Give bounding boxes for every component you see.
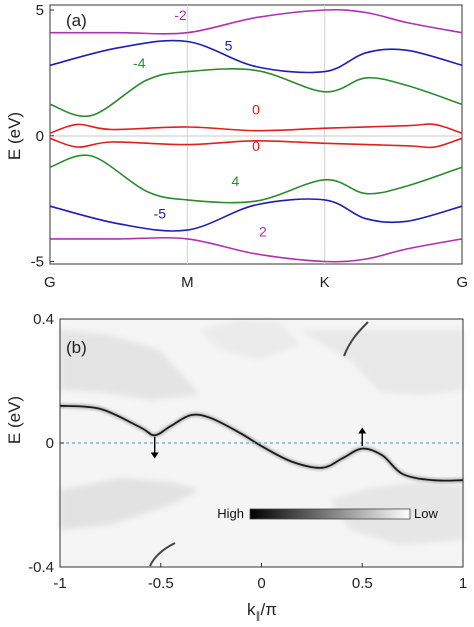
panel-a-x-tick-label-3: K xyxy=(320,274,330,291)
colorbar-high-label: High xyxy=(217,506,244,521)
band-line-2 xyxy=(49,39,463,74)
panel-b-y-tick-label-1: -0.4 xyxy=(28,559,54,576)
bulk-tail-bottom-left xyxy=(149,542,176,567)
panel-b-x-tick-label-5: 1 xyxy=(459,575,467,592)
panel-a-band-labels: -2 5 -4 0 0 4 -5 2 xyxy=(133,7,267,239)
panel-b-colorbar: High Low xyxy=(217,506,438,521)
arrow-up-head xyxy=(358,427,367,434)
band-label-4: 0 xyxy=(252,101,260,117)
panel-a-y-tick-label-3: 5 xyxy=(36,2,44,19)
band-label-6: 4 xyxy=(232,173,240,189)
band-line-6 xyxy=(49,154,463,204)
panel-b-x-tick-label-1: -1 xyxy=(53,575,66,592)
panel-a-bands xyxy=(49,8,463,263)
panel-a-frame xyxy=(49,4,463,265)
panel-a-y-ticks: -5 0 5 xyxy=(31,2,54,270)
panel-b-bulk-tails xyxy=(149,321,369,567)
continuum-region-upper-right xyxy=(300,330,463,395)
panel-a-band-structure: -2 5 -4 0 0 4 -5 2 G M K G -5 0 5 (a) E (eV) xyxy=(5,2,468,291)
panel-a-y-tick-label-2: 0 xyxy=(36,128,44,145)
band-line-4 xyxy=(49,123,463,134)
continuum-region-lower-left xyxy=(60,478,200,530)
band-line-8 xyxy=(50,236,463,263)
panel-b-y-ticks: -0.4 0 0.4 xyxy=(28,311,64,576)
arrow-down-head xyxy=(150,452,159,459)
panel-a-x-tick-label-4: G xyxy=(456,274,468,291)
band-label-8: 2 xyxy=(259,223,267,239)
x-axis-label-tail: /π xyxy=(261,600,277,619)
band-line-5 xyxy=(49,137,463,149)
continuum-region-upper-left xyxy=(60,330,200,400)
x-axis-label-subscript: ∥ xyxy=(256,611,261,622)
panel-b-arrows xyxy=(150,427,367,459)
panel-a-x-tick-label-1: G xyxy=(44,274,56,291)
panel-a-grid xyxy=(186,5,326,264)
colorbar-low-label: Low xyxy=(414,506,438,521)
panel-b-x-axis-label: k∥/π xyxy=(247,600,277,622)
edge-state-curve xyxy=(59,404,464,482)
bulk-tail-top-right xyxy=(343,321,369,357)
panel-b-label: (b) xyxy=(66,338,87,357)
panel-b-y-tick-label-3: 0.4 xyxy=(33,311,54,328)
band-label-3: -4 xyxy=(133,55,146,71)
band-line-7 xyxy=(49,198,463,232)
panel-b-x-tick-label-4: 0.5 xyxy=(352,575,373,592)
band-label-7: -5 xyxy=(154,206,167,222)
panel-a-x-tick-label-2: M xyxy=(181,274,194,291)
x-axis-label-main: k xyxy=(247,600,256,619)
panel-b-x-ticks: -1 -0.5 0 0.5 1 xyxy=(53,563,467,592)
panel-b-spectral-function: High Low -1 -0.5 0 0.5 1 -0.4 0 0.4 (b) E (eV)… xyxy=(5,311,467,622)
panel-b-x-tick-label-2: -0.5 xyxy=(148,575,174,592)
panel-b-edge-state xyxy=(59,404,464,482)
continuum-region-center xyxy=(200,320,300,360)
panel-a-y-axis-label: E (eV) xyxy=(5,112,24,160)
panel-a-label: (a) xyxy=(66,11,87,30)
colorbar-gradient xyxy=(249,508,411,520)
panel-a-y-tick-label-1: -5 xyxy=(31,253,44,270)
band-line-3 xyxy=(49,68,463,118)
panel-b-x-tick-label-3: 0 xyxy=(257,575,265,592)
band-line-1 xyxy=(50,8,463,35)
band-label-2: 5 xyxy=(225,37,233,53)
band-label-1: -2 xyxy=(174,7,187,23)
panel-b-y-tick-label-2: 0 xyxy=(46,435,54,452)
band-label-5: 0 xyxy=(252,138,260,154)
panel-b-y-axis-label: E (eV) xyxy=(5,396,24,444)
